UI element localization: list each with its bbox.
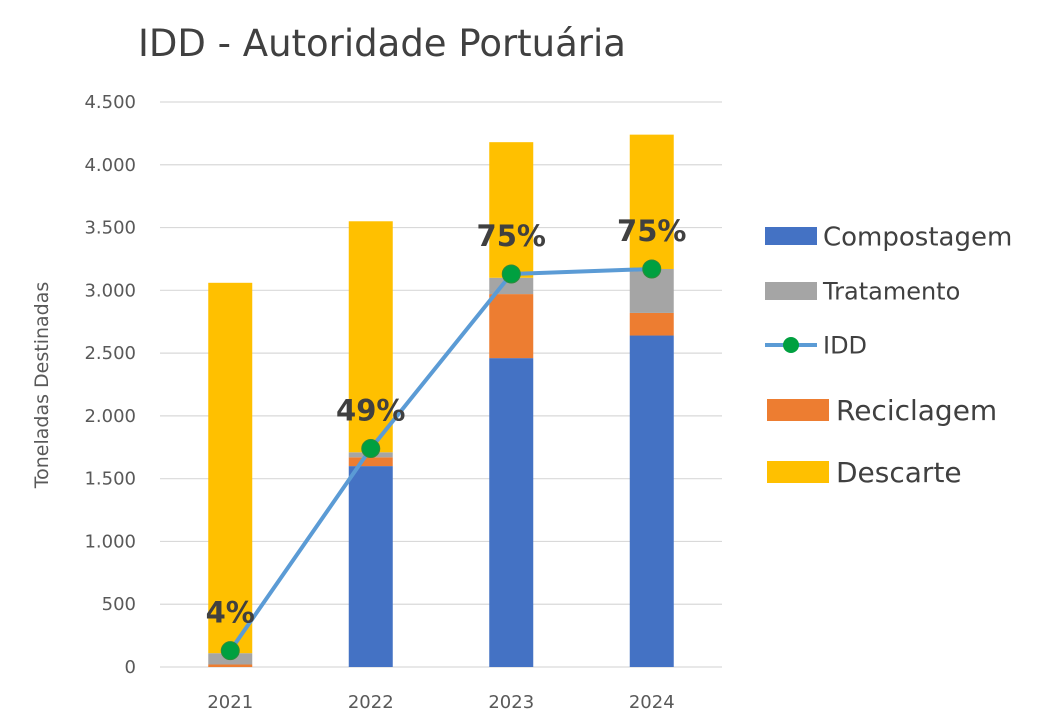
bar-compostagem-2022: [348, 466, 393, 667]
idd-marker-2022: [361, 439, 381, 459]
y-tick-label: 3.000: [84, 280, 136, 301]
idd-data-label: 75%: [477, 219, 546, 253]
bar-descarte-2021: [208, 282, 253, 654]
y-tick-label: 0: [125, 657, 136, 678]
bar-reciclagem-2024: [629, 312, 674, 336]
legend-swatch-compostagem: [765, 227, 817, 245]
bars: [208, 134, 674, 667]
y-tick-label: 2.500: [84, 343, 136, 364]
bar-descarte-2022: [348, 221, 393, 453]
idd-data-label: 49%: [336, 394, 405, 428]
x-tick-label: 2023: [488, 692, 534, 713]
legend-label-tratamento: Tratamento: [822, 278, 960, 306]
idd-line: [220, 259, 662, 661]
bar-descarte-2023: [489, 142, 534, 278]
idd-marker-2023: [501, 264, 521, 284]
idd-marker-2024: [642, 259, 662, 279]
idd-data-label: 75%: [617, 214, 686, 248]
y-tick-label: 3.500: [84, 218, 136, 239]
legend-swatch-descarte: [767, 461, 829, 483]
x-tick-label: 2024: [629, 692, 675, 713]
y-tick-label: 500: [102, 594, 136, 615]
x-tick-label: 2021: [207, 692, 253, 713]
y-tick-label: 4.000: [84, 155, 136, 176]
y-tick-label: 4.500: [84, 92, 136, 113]
x-axis-ticks: 2021 2022 2023 2024: [207, 692, 674, 713]
legend-label-reciclagem: Reciclagem: [836, 394, 997, 427]
bar-compostagem-2024: [629, 335, 674, 667]
bar-reciclagem-2021: [208, 664, 253, 667]
chart-title: IDD - Autoridade Portuária: [138, 22, 626, 65]
y-axis-label: Toneladas Destinadas: [31, 281, 53, 489]
legend-swatch-reciclagem: [767, 399, 829, 421]
legend-label-idd: IDD: [823, 332, 867, 360]
idd-line-path: [228, 266, 652, 652]
y-axis-ticks: 0 500 1.000 1.500 2.000 2.500 3.000 3.500 4.000 4…: [84, 92, 136, 678]
y-tick-label: 1.500: [84, 469, 136, 490]
bar-descarte-2024: [629, 134, 674, 269]
legend: Compostagem Tratamento IDD Reciclagem Descar…: [765, 222, 1012, 489]
y-tick-label: 1.000: [84, 531, 136, 552]
gridlines: [160, 101, 722, 668]
legend-label-compostagem: Compostagem: [823, 222, 1012, 252]
legend-swatch-tratamento: [765, 282, 817, 300]
bar-compostagem-2023: [489, 358, 534, 667]
bar-reciclagem-2022: [348, 457, 393, 467]
legend-label-descarte: Descarte: [836, 456, 962, 489]
idd-marker-2021: [220, 641, 240, 661]
legend-swatch-idd-marker: [783, 337, 799, 353]
idd-data-label: 4%: [206, 596, 255, 630]
data-labels: 4% 49% 75% 75%: [206, 214, 687, 630]
bar-reciclagem-2023: [489, 294, 534, 359]
x-tick-label: 2022: [348, 692, 394, 713]
y-tick-label: 2.000: [84, 406, 136, 427]
